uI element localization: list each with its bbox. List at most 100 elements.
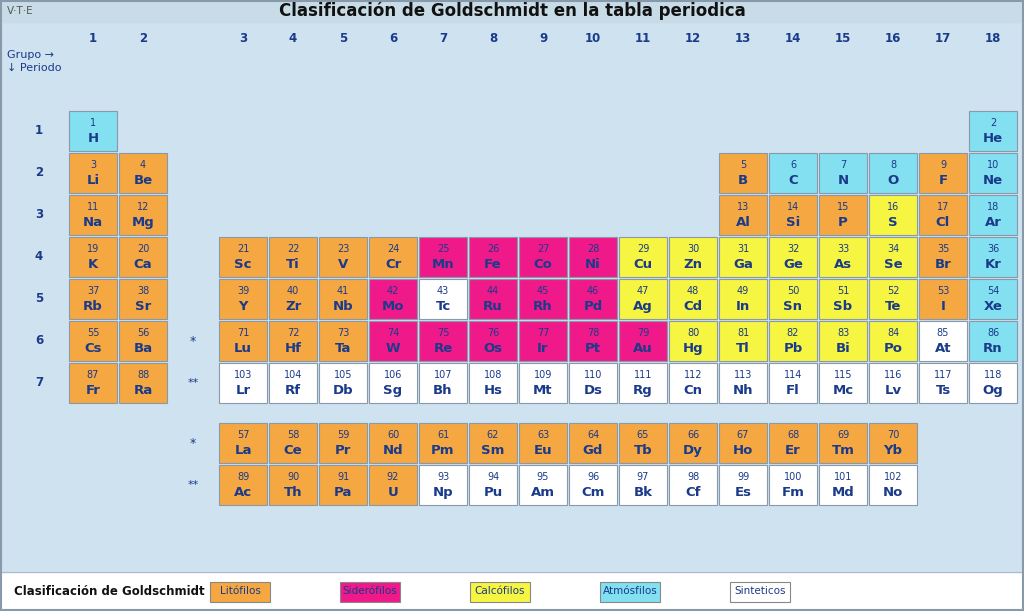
Text: 111: 111 [634, 370, 652, 381]
Text: 82: 82 [786, 329, 799, 338]
Text: 43: 43 [437, 287, 450, 296]
Bar [419, 321, 467, 361]
Text: 8: 8 [488, 32, 497, 45]
Text: 108: 108 [483, 370, 502, 381]
Bar [119, 153, 167, 193]
Bar [769, 363, 817, 403]
Text: Ag: Ag [633, 300, 653, 313]
Text: Litófilos: Litófilos [219, 587, 260, 596]
Text: 4: 4 [140, 161, 146, 170]
Text: Ac: Ac [233, 486, 252, 499]
Bar [769, 153, 817, 193]
Text: 2: 2 [35, 167, 43, 180]
Bar [669, 279, 717, 319]
Bar [919, 195, 967, 235]
Text: Tm: Tm [831, 444, 854, 457]
Text: 37: 37 [87, 287, 99, 296]
Text: 98: 98 [687, 472, 699, 483]
Text: 20: 20 [137, 244, 150, 254]
Bar [719, 153, 767, 193]
Text: Sb: Sb [834, 300, 853, 313]
Text: Fr: Fr [86, 384, 100, 397]
Text: 26: 26 [486, 244, 499, 254]
Text: V·T·E: V·T·E [7, 6, 34, 16]
Text: 75: 75 [437, 329, 450, 338]
Bar [219, 279, 267, 319]
Text: No: No [883, 486, 903, 499]
Bar [769, 237, 817, 277]
Text: 50: 50 [786, 287, 799, 296]
Text: Cu: Cu [634, 258, 652, 271]
Text: Rn: Rn [983, 342, 1002, 355]
Text: 80: 80 [687, 329, 699, 338]
Bar [719, 195, 767, 235]
Text: 28: 28 [587, 244, 599, 254]
Text: Fm: Fm [781, 486, 805, 499]
Text: Eu: Eu [534, 444, 552, 457]
Text: 27: 27 [537, 244, 549, 254]
Bar [69, 153, 117, 193]
Text: 34: 34 [887, 244, 899, 254]
Bar [119, 363, 167, 403]
Bar [69, 321, 117, 361]
Bar [569, 423, 617, 463]
Bar [69, 195, 117, 235]
Bar [519, 465, 567, 505]
Bar [869, 423, 918, 463]
Text: 32: 32 [786, 244, 799, 254]
Text: ↓ Periodo: ↓ Periodo [7, 63, 61, 73]
Bar [769, 423, 817, 463]
Text: 53: 53 [937, 287, 949, 296]
Bar [119, 237, 167, 277]
Text: Er: Er [785, 444, 801, 457]
Text: Y: Y [239, 300, 248, 313]
Text: 6: 6 [790, 161, 796, 170]
Text: **: ** [187, 378, 199, 388]
Text: U: U [388, 486, 398, 499]
Bar [0, 572, 1024, 611]
Text: 101: 101 [834, 472, 852, 483]
Text: 7: 7 [840, 161, 846, 170]
Text: 38: 38 [137, 287, 150, 296]
Text: Db: Db [333, 384, 353, 397]
Text: 4: 4 [289, 32, 297, 45]
Text: Np: Np [433, 486, 454, 499]
Text: Hf: Hf [285, 342, 301, 355]
Bar [969, 279, 1017, 319]
Bar [0, 0, 1024, 22]
Text: Lu: Lu [234, 342, 252, 355]
Text: Fe: Fe [484, 258, 502, 271]
Text: 1: 1 [89, 32, 97, 45]
Text: Sr: Sr [135, 300, 152, 313]
Text: 5: 5 [339, 32, 347, 45]
Bar [969, 237, 1017, 277]
Text: 116: 116 [884, 370, 902, 381]
Text: Pd: Pd [584, 300, 603, 313]
Text: Pr: Pr [335, 444, 351, 457]
Bar [669, 363, 717, 403]
Text: Rh: Rh [534, 300, 553, 313]
Bar [869, 153, 918, 193]
Text: Es: Es [734, 486, 752, 499]
Text: Ru: Ru [483, 300, 503, 313]
Text: Mc: Mc [833, 384, 854, 397]
Text: Hs: Hs [483, 384, 503, 397]
Text: Cs: Cs [84, 342, 101, 355]
Bar [618, 321, 667, 361]
Text: 91: 91 [337, 472, 349, 483]
Text: 81: 81 [737, 329, 750, 338]
Bar [869, 465, 918, 505]
Text: Ho: Ho [733, 444, 754, 457]
Text: Ir: Ir [538, 342, 549, 355]
Bar [419, 237, 467, 277]
Text: Nh: Nh [733, 384, 754, 397]
Text: Grupo →: Grupo → [7, 50, 54, 60]
Bar [569, 321, 617, 361]
Text: B: B [738, 174, 749, 187]
Bar [569, 465, 617, 505]
Text: 62: 62 [486, 430, 499, 441]
Text: 89: 89 [237, 472, 249, 483]
Text: 18: 18 [985, 32, 1001, 45]
Text: V: V [338, 258, 348, 271]
Text: 9: 9 [539, 32, 547, 45]
